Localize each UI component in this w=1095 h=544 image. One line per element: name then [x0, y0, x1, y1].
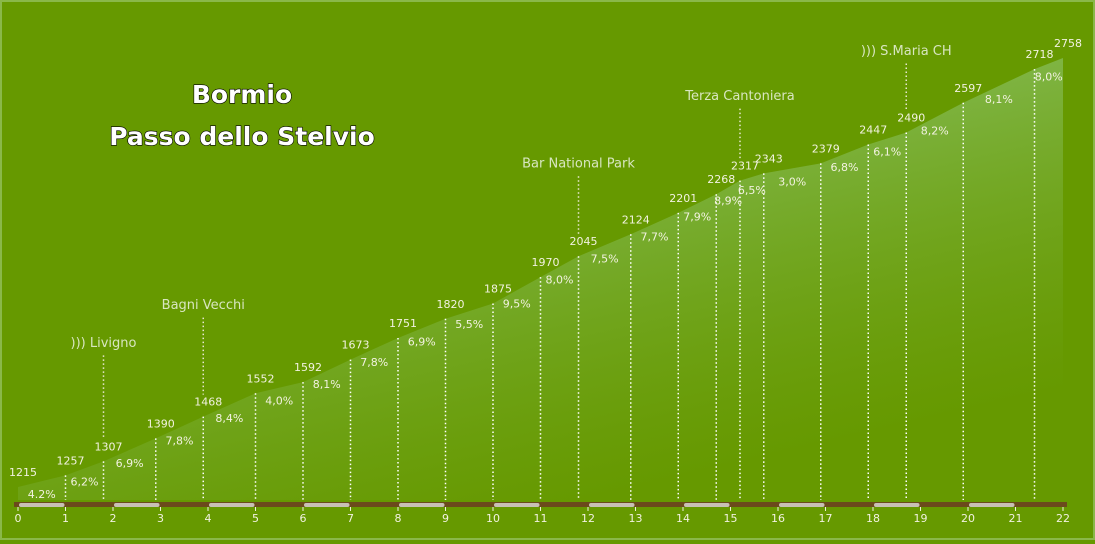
altitude-label: 1820 — [437, 298, 465, 311]
altitude-label: 2317 — [731, 160, 759, 173]
gradient-label: 4.2% — [28, 488, 56, 501]
altitude-label: 1215 — [9, 466, 37, 479]
gradient-label: 3,0% — [778, 175, 806, 188]
altitude-label: 1257 — [57, 454, 85, 467]
altitude-label: 2201 — [669, 192, 697, 205]
x-tick-label: 20 — [961, 512, 975, 525]
gradient-label: 8,0% — [546, 274, 574, 287]
landmark-label: ))) S.Maria CH — [861, 44, 952, 59]
title-line: Passo dello Stelvio — [109, 122, 375, 151]
x-tick-label: 16 — [771, 512, 785, 525]
x-tick-label: 12 — [581, 512, 595, 525]
gradient-label: 7,5% — [591, 252, 619, 265]
gradient-label: 7,8% — [360, 356, 388, 369]
x-tick-label: 21 — [1009, 512, 1023, 525]
x-tick-label: 3 — [157, 512, 164, 525]
gradient-label: 6,5% — [738, 184, 766, 197]
km-segment — [969, 503, 1015, 507]
x-tick-label: 22 — [1056, 512, 1070, 525]
gradient-label: 7,9% — [683, 211, 711, 224]
gradient-label: 8,1% — [985, 93, 1013, 106]
altitude-label: 2447 — [859, 123, 887, 136]
altitude-label: 2343 — [755, 152, 783, 165]
x-tick-label: 11 — [534, 512, 548, 525]
altitude-label: 2758 — [1054, 37, 1082, 50]
altitude-label: 1875 — [484, 283, 512, 296]
km-segment — [399, 503, 445, 507]
gradient-label: 6,9% — [408, 335, 436, 348]
x-tick-label: 2 — [110, 512, 117, 525]
altitude-label: 2490 — [897, 112, 925, 125]
altitude-label: 1307 — [95, 440, 123, 453]
km-segment — [114, 503, 160, 507]
gradient-label: 8,4% — [215, 412, 243, 425]
x-tick-label: 18 — [866, 512, 880, 525]
altitude-label: 1552 — [247, 372, 275, 385]
x-tick-label: 4 — [205, 512, 212, 525]
gradient-label: 4,0% — [265, 395, 293, 408]
x-tick-label: 9 — [442, 512, 449, 525]
gradient-label: 8,0% — [1035, 71, 1063, 84]
title-line: Bormio — [192, 80, 292, 109]
x-tick-label: 8 — [395, 512, 402, 525]
x-tick-label: 15 — [724, 512, 738, 525]
x-tick-label: 10 — [486, 512, 500, 525]
gradient-label: 8,2% — [921, 125, 949, 138]
x-tick-label: 1 — [62, 512, 69, 525]
altitude-label: 2124 — [622, 213, 650, 226]
altitude-label: 2379 — [812, 142, 840, 155]
altitude-label: 2268 — [707, 173, 735, 186]
x-tick-label: 13 — [629, 512, 643, 525]
altitude-label: 1592 — [294, 361, 322, 374]
km-segment — [874, 503, 920, 507]
landmark-label: Bar National Park — [522, 157, 635, 172]
gradient-label: 5,5% — [455, 318, 483, 331]
km-segment — [304, 503, 350, 507]
x-tick-label: 6 — [300, 512, 307, 525]
gradient-label: 6,9% — [116, 457, 144, 470]
altitude-label: 2597 — [954, 82, 982, 95]
x-tick-label: 19 — [914, 512, 928, 525]
gradient-label: 6,1% — [873, 145, 901, 158]
gradient-label: 8,1% — [313, 378, 341, 391]
km-segment — [19, 503, 65, 507]
altitude-label: 2045 — [570, 235, 598, 248]
gradient-label: 7,8% — [166, 435, 194, 448]
altitude-label: 1970 — [532, 256, 560, 269]
road-strip — [14, 502, 1067, 507]
x-tick-label: 7 — [347, 512, 354, 525]
altitude-label: 1673 — [342, 339, 370, 352]
landmark-label: Terza Cantoniera — [684, 89, 795, 104]
landmark-label: Bagni Vecchi — [162, 298, 245, 313]
altitude-label: 1390 — [147, 417, 175, 430]
km-segment — [779, 503, 825, 507]
altitude-label: 2718 — [1026, 48, 1054, 61]
x-tick-label: 5 — [252, 512, 259, 525]
gradient-label: 8,9% — [714, 194, 742, 207]
landmark-label: ))) Livigno — [71, 336, 137, 351]
gradient-label: 9,5% — [503, 297, 531, 310]
x-tick-label: 0 — [15, 512, 22, 525]
x-tick-label: 17 — [819, 512, 833, 525]
km-segment — [209, 503, 255, 507]
altitude-label: 1751 — [389, 317, 417, 330]
km-segment — [684, 503, 730, 507]
altitude-label: 1468 — [194, 396, 222, 409]
gradient-label: 6,2% — [71, 475, 99, 488]
gradient-label: 6,8% — [831, 161, 859, 174]
profile-area — [18, 58, 1063, 500]
gradient-label: 7,7% — [641, 231, 669, 244]
x-tick-label: 14 — [676, 512, 690, 525]
km-segment — [589, 503, 635, 507]
km-segment — [494, 503, 540, 507]
